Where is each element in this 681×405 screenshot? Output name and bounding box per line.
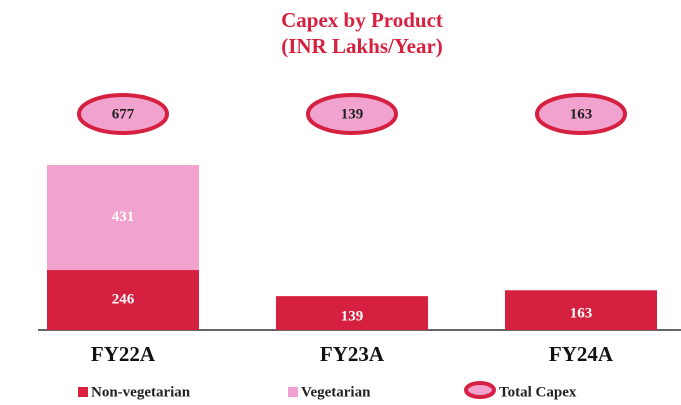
bar-segment (276, 296, 428, 330)
x-tick-label: FY24A (549, 342, 614, 366)
data-label: 163 (570, 306, 593, 322)
total-marker (535, 93, 627, 135)
data-label: 246 (112, 291, 135, 307)
chart-subtitle: (INR Lakhs/Year) (281, 34, 443, 58)
legend-label: Vegetarian (301, 384, 371, 400)
legend-swatch (78, 387, 88, 397)
legend-swatch (464, 381, 496, 399)
total-marker (77, 93, 169, 135)
x-tick-label: FY23A (320, 342, 385, 366)
total-label: 677 (112, 106, 135, 122)
x-tick-label: FY22A (91, 342, 156, 366)
bar-segment (47, 270, 199, 330)
chart-title: Capex by Product (281, 8, 443, 32)
data-label: 431 (112, 209, 135, 225)
total-marker (306, 93, 398, 135)
bar-segment (505, 290, 657, 330)
legend-label: Total Capex (499, 384, 577, 400)
bar-segment (47, 165, 199, 271)
legend-label: Non-vegetarian (91, 384, 191, 400)
total-label: 163 (570, 106, 593, 122)
legend-swatch (288, 387, 298, 397)
data-label: 139 (341, 308, 364, 324)
total-label: 139 (341, 106, 364, 122)
